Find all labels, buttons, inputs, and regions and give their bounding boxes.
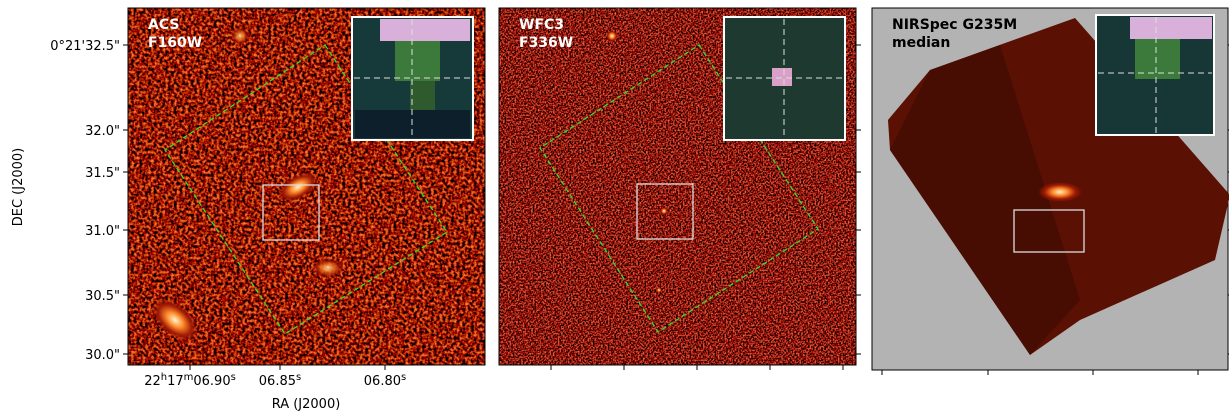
x-tick-part: s <box>401 372 406 383</box>
inset <box>352 17 473 140</box>
panel-label: NIRSpec G235M <box>892 17 1017 33</box>
inset <box>1096 15 1214 135</box>
panel-label: median <box>892 35 950 51</box>
x-tick-label: 22h17m06.90s <box>144 372 236 389</box>
x-axis-title: RA (J2000) <box>272 397 341 412</box>
panel-label: ACS <box>148 17 179 33</box>
y-tick-label: 31.5" <box>85 166 120 181</box>
y-tick-label: 30.5" <box>85 289 120 304</box>
x-tick-part: 06.90 <box>193 374 230 389</box>
x-tick-part: 17 <box>167 374 184 389</box>
x-tick-part: 06.85 <box>259 374 296 389</box>
y-axis-title: DEC (J2000) <box>11 148 26 227</box>
x-tick-label: 06.85s <box>259 372 301 389</box>
y-tick-label: 32.0" <box>85 124 120 139</box>
x-tick-part: 22 <box>144 374 161 389</box>
y-tick-label: 0°21'32.5" <box>50 39 120 54</box>
y-tick-label: 31.0" <box>85 224 120 239</box>
x-tick-part: s <box>231 372 236 383</box>
x-tick-part: s <box>296 372 301 383</box>
panel-label: F336W <box>519 35 573 51</box>
figure: DEC (J2000) RA (J2000) ACS F160W WFC3 F336W… <box>0 0 1229 418</box>
panel-label: F160W <box>148 35 202 51</box>
x-tick-part: m <box>184 372 194 383</box>
inset <box>724 17 845 140</box>
source <box>1038 182 1082 202</box>
y-tick-label: 30.0" <box>85 348 120 363</box>
panel-label: WFC3 <box>519 17 564 33</box>
x-tick-part: 06.80 <box>364 374 401 389</box>
x-tick-label: 06.80s <box>364 372 406 389</box>
